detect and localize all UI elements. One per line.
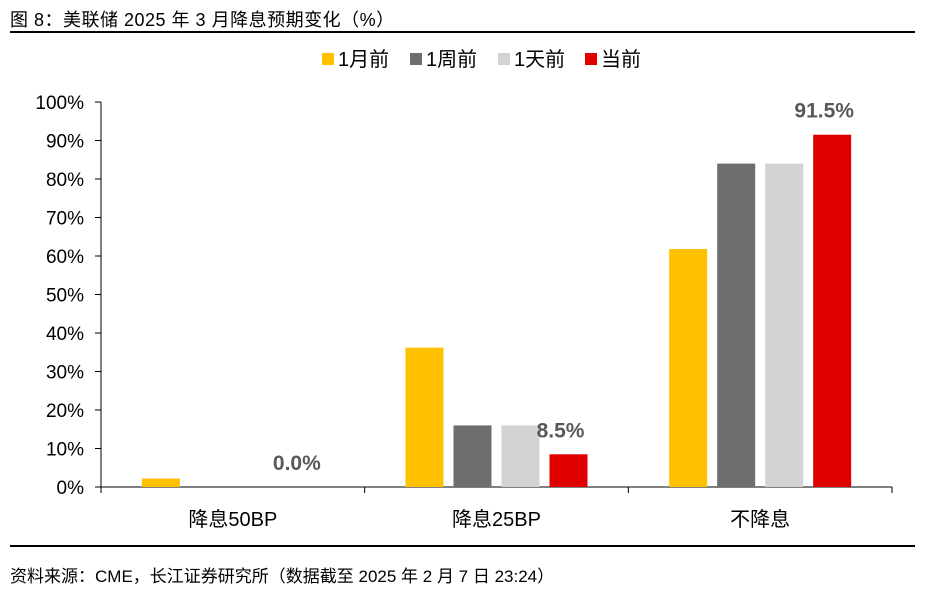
bar-1月前-降息25BP: [405, 347, 444, 487]
bar-1周前-不降息: [717, 163, 756, 487]
y-tick-label: 60%: [46, 247, 84, 268]
bar-1月前-不降息: [669, 249, 708, 487]
bar-1周前-降息25BP: [453, 425, 492, 487]
y-tick-label: 90%: [46, 132, 84, 153]
bottom-rule: [10, 545, 915, 547]
y-tick-label: 0%: [57, 478, 85, 499]
y-tick-label: 100%: [35, 93, 84, 114]
data-label: 0.0%: [273, 452, 321, 475]
data-label: 8.5%: [537, 419, 585, 442]
bar-当前-不降息: [813, 134, 852, 487]
y-tick-label: 30%: [46, 363, 84, 384]
bars: [141, 134, 852, 487]
legend: 1月前 1周前 1天前 当前: [322, 48, 641, 71]
y-tick-label: 70%: [46, 209, 84, 230]
bar-1月前-降息50BP: [141, 478, 180, 487]
legend-label: 1月前: [338, 48, 389, 71]
data-label: 91.5%: [794, 100, 854, 123]
y-tick-label: 40%: [46, 324, 84, 345]
bar-1天前-降息25BP: [501, 425, 540, 487]
x-category-label: 降息25BP: [452, 508, 541, 531]
y-axis: 0% 10% 20% 30% 40% 50% 60% 70% 80% 90% 100%: [35, 93, 102, 499]
y-tick-label: 20%: [46, 401, 84, 422]
x-axis: 降息50BP 降息25BP 不降息: [100, 486, 893, 531]
legend-swatch-1月前: [322, 53, 334, 65]
y-tick-label: 50%: [46, 286, 84, 307]
y-tick-label: 10%: [46, 440, 84, 461]
legend-swatch-当前: [585, 53, 597, 65]
legend-swatch-1天前: [498, 53, 510, 65]
x-category-label: 不降息: [730, 508, 790, 531]
bar-1天前-不降息: [765, 163, 804, 487]
bar-当前-降息25BP: [549, 454, 588, 487]
figure-title: 图 8：美联储 2025 年 3 月降息预期变化（%）: [10, 10, 395, 30]
data-labels: 0.0% 8.5% 91.5%: [273, 100, 854, 475]
top-rule: [10, 31, 915, 33]
legend-label: 1天前: [514, 48, 565, 71]
legend-label: 当前: [601, 48, 641, 71]
legend-label: 1周前: [426, 48, 477, 71]
y-tick-label: 80%: [46, 170, 84, 191]
legend-swatch-1周前: [410, 53, 422, 65]
figure-source: 资料来源：CME，长江证券研究所（数据截至 2025 年 2 月 7 日 23:…: [10, 567, 555, 586]
x-category-label: 降息50BP: [188, 508, 277, 531]
